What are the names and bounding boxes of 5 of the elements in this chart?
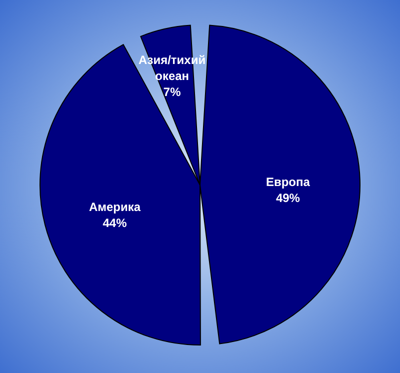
data-label: 49% (276, 191, 300, 206)
data-label: 7% (163, 85, 182, 100)
slice-label: Америка (88, 200, 141, 214)
slice-label: Европа (266, 175, 310, 190)
data-label: 44% (102, 216, 128, 230)
